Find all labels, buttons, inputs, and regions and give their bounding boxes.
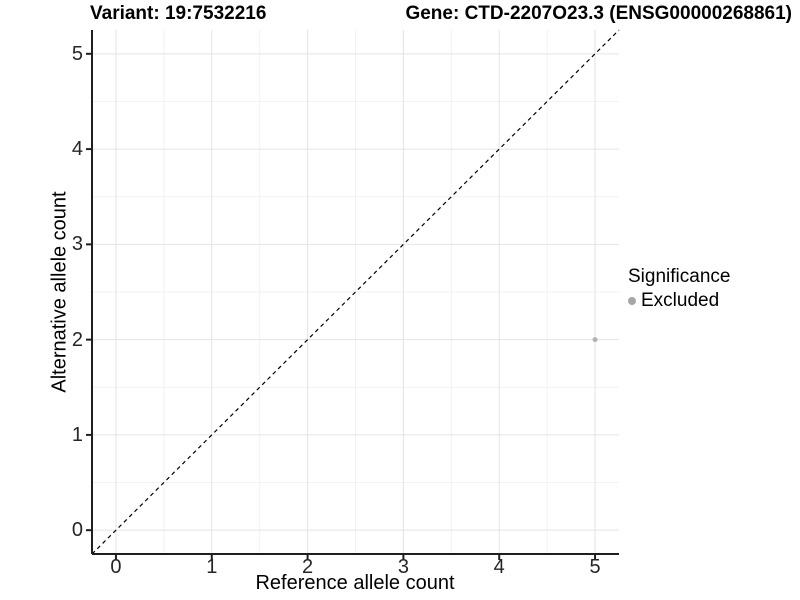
- legend-item-label: Excluded: [641, 290, 720, 311]
- x-tick-label: 0: [110, 556, 122, 578]
- gene-title: Gene: CTD-2207O23.3 (ENSG00000268861): [405, 3, 792, 24]
- x-tick-label: 4: [493, 556, 505, 578]
- y-tick-label: 1: [71, 423, 83, 446]
- legend-key-dot-icon: [628, 297, 636, 305]
- legend: Significance Excluded: [628, 266, 730, 312]
- y-axis-title: Alternative allele count: [48, 191, 71, 393]
- plot-panel: [86, 29, 620, 560]
- x-tick-label: 2: [302, 556, 314, 578]
- y-tick-label: 2: [71, 328, 83, 351]
- plot-canvas: [86, 29, 620, 560]
- identity-reference-line: [91, 29, 620, 555]
- y-tick-label: 3: [71, 233, 83, 256]
- legend-item-excluded: Excluded: [628, 290, 730, 312]
- y-tick-label: 5: [71, 42, 83, 65]
- x-tick-label: 3: [397, 556, 409, 578]
- x-axis-title: Reference allele count: [255, 572, 455, 594]
- x-tick-label: 1: [206, 556, 218, 578]
- y-tick-label: 0: [71, 519, 83, 542]
- x-tick-label: 5: [589, 556, 601, 578]
- y-tick-label: 4: [71, 138, 83, 161]
- data-point: [592, 337, 598, 343]
- variant-title: Variant: 19:7532216: [90, 3, 267, 24]
- legend-title: Significance: [628, 266, 731, 287]
